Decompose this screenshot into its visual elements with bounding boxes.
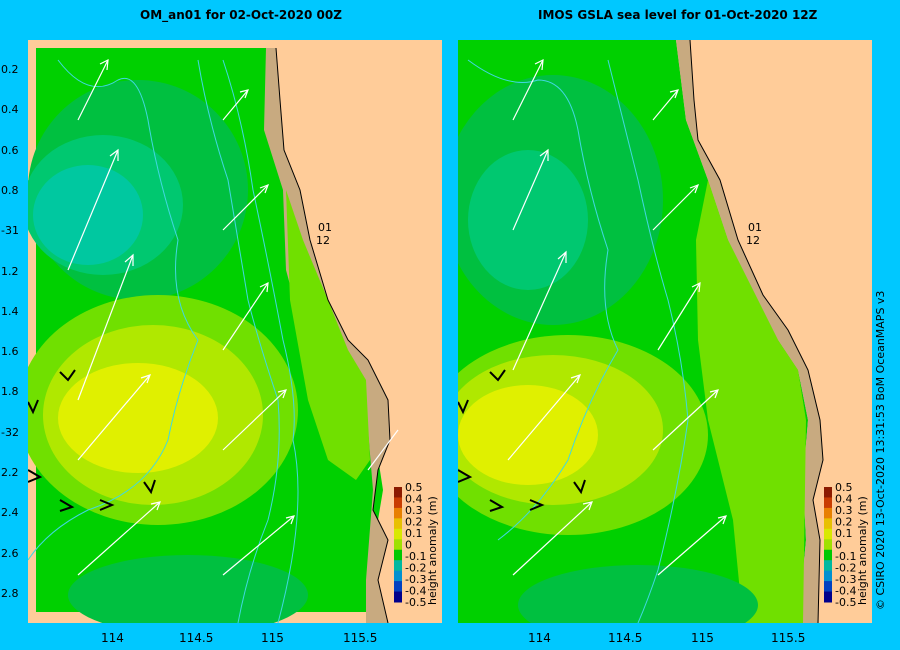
colorbar-swatch [394, 581, 402, 593]
latitude-tick-label: 0.4 [1, 103, 19, 117]
colorbar-tick-label: 0.1 [405, 527, 423, 540]
colorbar-swatch [394, 518, 402, 530]
coastline [275, 47, 391, 623]
colorbar-tick-label: -0.1 [835, 550, 856, 563]
colorbar-tick-label: 0.4 [835, 493, 853, 506]
right-colorbar: 0.50.40.30.20.10-0.1-0.2-0.3-0.4-0.5 heig… [824, 481, 869, 609]
colorbar-tick-label: -0.5 [405, 596, 426, 609]
latitude-tick-label: 1.2 [1, 264, 19, 278]
velocity-vectors [67, 58, 399, 576]
colorbar-swatch [824, 507, 832, 519]
colorbar-tick-label: 0.2 [405, 516, 423, 529]
longitude-tick-label: 115.5 [343, 631, 378, 645]
left-panel-title: OM_an01 for 02-Oct-2020 00Z [140, 8, 342, 22]
colorbar-swatch [824, 539, 832, 551]
colorbar-label: height anomaly (m) [856, 496, 869, 605]
colorbar-tick-label: 0.2 [835, 516, 853, 529]
colorbar-tick-label: 0.3 [835, 504, 853, 517]
left-colorbar: 0.50.40.30.20.10-0.1-0.2-0.3-0.4-0.5 heig… [394, 481, 439, 609]
latitude-tick-label: -32 [1, 425, 19, 439]
latitude-tick-label: 1.8 [1, 385, 19, 399]
colorbar-tick-label: -0.4 [405, 585, 426, 598]
longitude-tick-label: 114.5 [179, 631, 214, 645]
colorbar-tick-label: -0.4 [835, 585, 856, 598]
colorbar-swatch [394, 487, 402, 498]
colorbar-swatch [824, 560, 832, 572]
colorbar-label: height anomaly (m) [426, 496, 439, 605]
latitude-tick-label: 2.2 [1, 466, 19, 479]
colorbar-swatch [394, 591, 402, 603]
latitude-tick-label: 1.4 [1, 304, 19, 318]
colorbar-tick-label: 0.1 [835, 527, 853, 540]
coastline [689, 40, 824, 623]
left-map: 01 12 0.50.40.30.20.10-0.1-0.2-0.3-0.4-0… [28, 40, 442, 623]
colorbar-tick-label: -0.3 [835, 573, 856, 586]
latitude-tick-label: 2.6 [1, 546, 19, 560]
right-date-label: 01 [748, 221, 762, 234]
colorbar-swatch [824, 570, 832, 582]
velocity-vectors [507, 58, 727, 576]
colorbar-tick-label: 0.3 [405, 504, 423, 517]
colorbar-swatch [824, 549, 832, 561]
longitude-tick-label: 114.5 [608, 631, 643, 645]
colorbar-swatch [394, 528, 402, 540]
left-hour-label: 12 [316, 234, 330, 247]
colorbar-swatch [394, 539, 402, 551]
latitude-tick-label: 2.4 [1, 506, 19, 520]
longitude-tick-label: 114 [528, 631, 551, 645]
colorbar-swatch [394, 497, 402, 509]
latitude-tick-label: -31 [1, 224, 19, 238]
right-map: 01 12 0.50.40.30.20.10-0.1-0.2-0.3-0.4-0… [458, 40, 872, 623]
longitude-tick-label: 115 [261, 631, 284, 645]
colorbar-tick-label: 0.5 [835, 481, 853, 494]
colorbar-swatch [824, 528, 832, 540]
colorbar-swatch [824, 581, 832, 593]
latitude-tick-label: 2.8 [1, 586, 19, 600]
latitude-tick-label: 1.6 [1, 345, 19, 359]
credit-text: © CSIRO 2020 13-Oct-2020 13:31:53 BoM Oc… [874, 290, 887, 610]
colorbar-tick-label: 0.5 [405, 481, 423, 494]
colorbar-tick-label: 0.4 [405, 493, 423, 506]
colorbar-swatch [824, 497, 832, 509]
colorbar-tick-label: -0.2 [405, 562, 426, 575]
colorbar-swatch [394, 560, 402, 572]
longitude-tick-label: 115.5 [771, 631, 806, 645]
colorbar-tick-label: -0.5 [835, 596, 856, 609]
longitude-tick-label: 114 [101, 631, 124, 645]
colorbar-swatch [824, 487, 832, 498]
left-date-label: 01 [318, 221, 332, 234]
right-panel-title: IMOS GSLA sea level for 01-Oct-2020 12Z [538, 8, 818, 22]
latitude-tick-label: 0.8 [1, 183, 19, 197]
colorbar-swatch [824, 518, 832, 530]
colorbar-swatch [394, 507, 402, 519]
right-hour-label: 12 [746, 234, 760, 247]
colorbar-tick-label: -0.1 [405, 550, 426, 563]
colorbar-swatch [394, 549, 402, 561]
colorbar-tick-label: 0 [835, 539, 842, 552]
colorbar-tick-label: -0.3 [405, 573, 426, 586]
colorbar-tick-label: -0.2 [835, 562, 856, 575]
longitude-tick-label: 115 [691, 631, 714, 645]
latitude-tick-label: 0.6 [1, 143, 19, 157]
colorbar-swatch [394, 570, 402, 582]
colorbar-tick-label: 0 [405, 539, 412, 552]
shelf-band [676, 40, 823, 623]
latitude-tick-label: 0.2 [1, 63, 19, 76]
colorbar-swatch [824, 591, 832, 603]
